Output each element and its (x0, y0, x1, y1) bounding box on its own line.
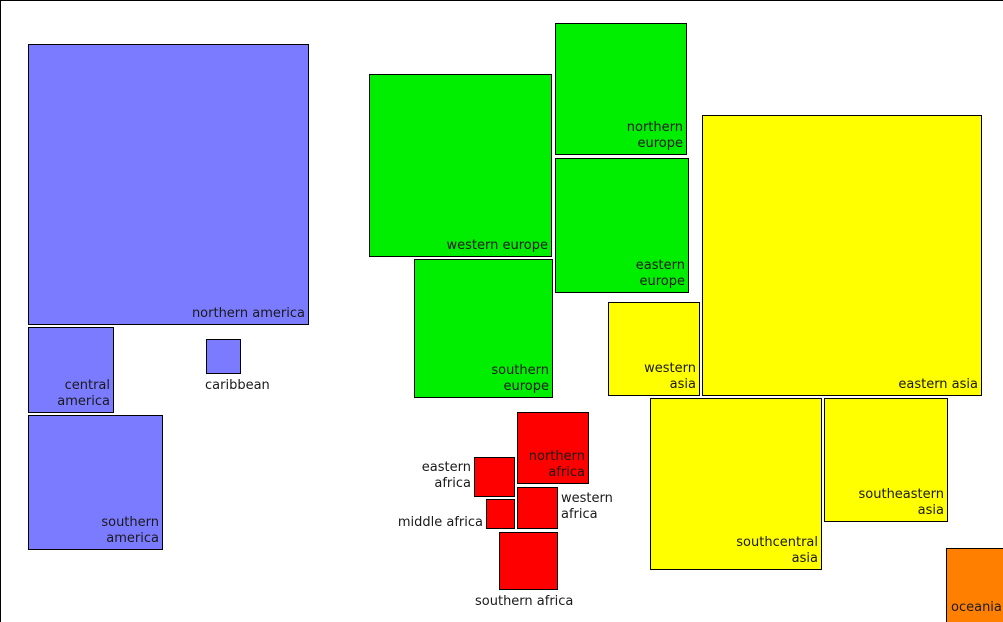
region-northern-europe: northern europe (555, 23, 687, 155)
region-label: southern america (101, 515, 159, 546)
region-label-caribbean: caribbean (205, 378, 270, 393)
region-western-africa (517, 487, 558, 529)
region-northern-africa: northern africa (517, 412, 589, 484)
region-southeastern-asia: southeastern asia (824, 398, 948, 522)
region-southern-africa (499, 532, 558, 590)
region-label: southcentral asia (736, 535, 818, 566)
region-southcentral-asia: southcentral asia (650, 398, 822, 570)
region-label: western asia (644, 361, 696, 392)
region-northern-america: northern america (28, 44, 309, 325)
region-label: central america (57, 378, 110, 409)
region-label: southeastern asia (858, 487, 945, 518)
region-western-asia: western asia (608, 302, 700, 396)
region-label-southern-africa: southern africa (475, 594, 574, 609)
region-label: northern europe (626, 120, 683, 151)
region-label: northern africa (528, 449, 585, 480)
region-eastern-europe: eastern europe (555, 158, 689, 293)
region-caribbean (206, 339, 241, 374)
region-central-america: central america (28, 327, 114, 413)
region-label-eastern-africa: eastern africa (421, 460, 471, 491)
region-label: northern america (191, 306, 305, 321)
region-middle-africa (486, 499, 515, 529)
region-eastern-asia: eastern asia (702, 115, 982, 396)
region-label: eastern asia (898, 377, 978, 392)
region-label: oceania (951, 600, 1002, 615)
region-oceania: oceania (946, 548, 1003, 622)
region-label: eastern europe (635, 258, 685, 289)
region-label: western europe (446, 238, 549, 253)
region-southern-europe: southern europe (414, 259, 553, 398)
region-eastern-africa (474, 457, 515, 497)
region-label-western-africa: western africa (561, 491, 613, 522)
region-southern-america: southern america (28, 415, 163, 550)
region-label: southern europe (491, 363, 549, 394)
region-western-europe: western europe (369, 74, 552, 257)
region-label-middle-africa: middle africa (397, 515, 483, 530)
